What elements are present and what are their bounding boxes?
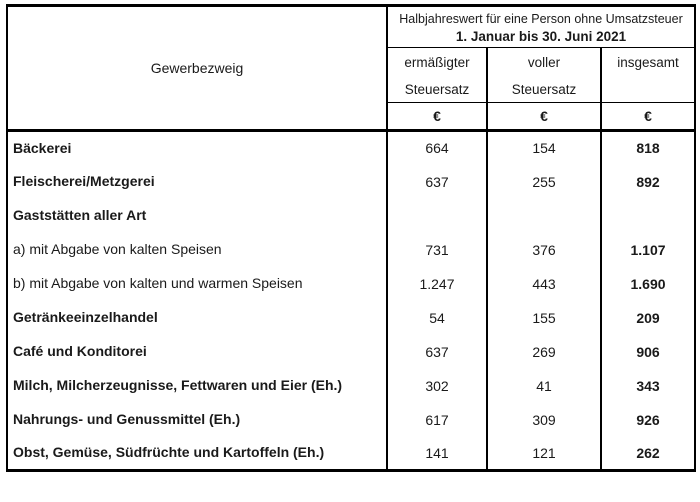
table-row: Nahrungs- und Genussmittel (Eh.) 617 309 92…: [6, 402, 697, 437]
row-label: b) mit Abgabe von kalten und warmen Spei…: [6, 266, 388, 301]
value-total: [599, 198, 697, 233]
value-full-rate: 269: [486, 334, 602, 369]
value-total: 926: [599, 402, 697, 437]
row-label: Getränkeeinzelhandel: [6, 300, 388, 335]
column-header-full-rate: voller Steuersatz: [486, 47, 602, 103]
document-page: Gewerbezweig Halbjahreswert für eine Per…: [0, 4, 700, 502]
value-reduced-rate: 637: [386, 334, 488, 369]
row-label: Fleischerei/Metzgerei: [6, 164, 388, 199]
row-label: Milch, Milcherzeugnisse, Fettwaren und E…: [6, 368, 388, 403]
value-total: 818: [599, 130, 697, 165]
value-total: 209: [599, 300, 697, 335]
half-year-value-table: Gewerbezweig Halbjahreswert für eine Per…: [6, 4, 697, 472]
value-full-rate: 41: [486, 368, 602, 403]
row-label: Gaststätten aller Art: [6, 198, 388, 233]
currency-symbol-total: €: [599, 102, 697, 132]
header-period-cell: Halbjahreswert für eine Person ohne Umsa…: [385, 4, 697, 48]
subheader-row: ermäßigter Steuersatz voller Steuersatz …: [7, 47, 697, 103]
row-label: Café und Konditorei: [6, 334, 388, 369]
table-row: b) mit Abgabe von kalten und warmen Spei…: [6, 266, 697, 301]
currency-symbol-full: €: [486, 102, 602, 132]
value-total: 892: [599, 164, 697, 199]
table-row: Fleischerei/Metzgerei 637 255 892: [6, 164, 697, 199]
header-row-period: Gewerbezweig Halbjahreswert für eine Per…: [6, 4, 697, 132]
value-reduced-rate: 617: [386, 402, 488, 437]
value-total: 1.107: [599, 232, 697, 267]
value-reduced-rate: 302: [386, 368, 488, 403]
full-rate-line2: Steuersatz: [511, 82, 577, 97]
row-label: a) mit Abgabe von kalten Speisen: [6, 232, 388, 267]
value-reduced-rate: 141: [386, 436, 488, 472]
value-reduced-rate: 1.247: [386, 266, 488, 301]
value-reduced-rate: 54: [386, 300, 488, 335]
value-total: 1.690: [599, 266, 697, 301]
currency-row: € € €: [7, 102, 697, 132]
value-full-rate: 376: [486, 232, 602, 267]
value-full-rate: 443: [486, 266, 602, 301]
column-header-total: insgesamt: [599, 47, 697, 103]
value-total: 343: [599, 368, 697, 403]
table-row: Milch, Milcherzeugnisse, Fettwaren und E…: [6, 368, 697, 403]
value-full-rate: 121: [486, 436, 602, 472]
table-row: Gaststätten aller Art: [6, 198, 697, 233]
table-row: Café und Konditorei 637 269 906: [6, 334, 697, 369]
table-body: Bäckerei 664 154 818 Fleischerei/Metzgerei 63…: [6, 130, 697, 472]
table-row: Bäckerei 664 154 818: [6, 130, 697, 165]
total-line1: insgesamt: [617, 55, 679, 70]
header-period-line1: Halbjahreswert für eine Person ohne Umsa…: [399, 12, 683, 26]
value-total: 262: [599, 436, 697, 472]
header-period-line2: 1. Januar bis 30. Juni 2021: [455, 29, 627, 44]
value-reduced-rate: [386, 198, 488, 233]
column-header-gewerbezweig: Gewerbezweig: [6, 4, 388, 132]
row-label: Nahrungs- und Genussmittel (Eh.): [6, 402, 388, 437]
table-row: a) mit Abgabe von kalten Speisen 731 376 1.…: [6, 232, 697, 267]
reduced-rate-line2: Steuersatz: [404, 82, 470, 97]
value-full-rate: 255: [486, 164, 602, 199]
column-header-reduced-rate: ermäßigter Steuersatz: [386, 47, 488, 103]
value-full-rate: 155: [486, 300, 602, 335]
row-label: Bäckerei: [6, 130, 388, 165]
value-reduced-rate: 731: [386, 232, 488, 267]
value-full-rate: [486, 198, 602, 233]
table-row: Getränkeeinzelhandel 54 155 209: [6, 300, 697, 335]
currency-symbol-reduced: €: [386, 102, 488, 132]
value-full-rate: 154: [486, 130, 602, 165]
value-total: 906: [599, 334, 697, 369]
row-label: Obst, Gemüse, Südfrüchte und Kartoffeln …: [6, 436, 388, 472]
value-reduced-rate: 664: [386, 130, 488, 165]
value-full-rate: 309: [486, 402, 602, 437]
full-rate-line1: voller: [527, 55, 561, 70]
value-reduced-rate: 637: [386, 164, 488, 199]
table-row: Obst, Gemüse, Südfrüchte und Kartoffeln …: [6, 436, 697, 472]
reduced-rate-line1: ermäßigter: [404, 55, 470, 70]
